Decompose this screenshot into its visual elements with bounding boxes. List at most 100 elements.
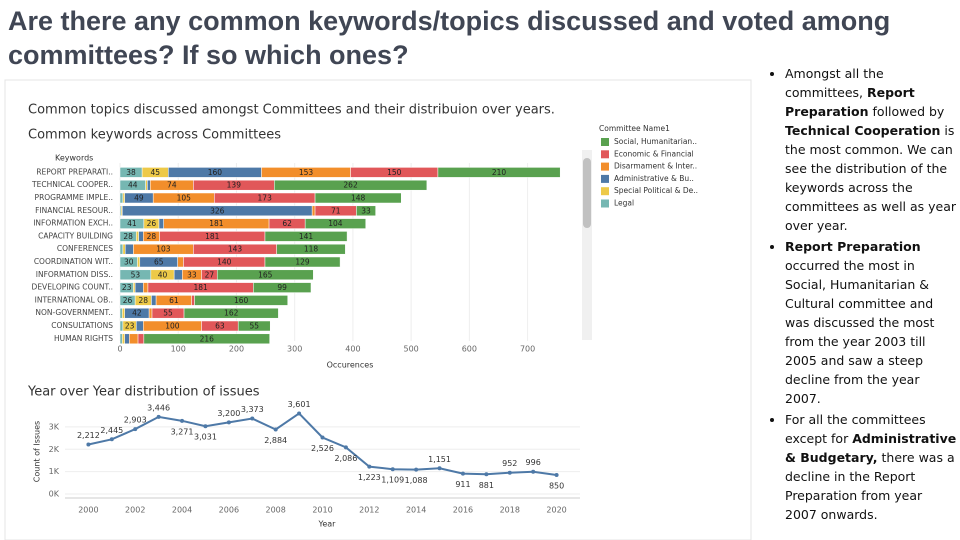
y-tick-label: 1K [49,467,60,476]
x-axis-label: Year [318,520,337,529]
bar-segment [122,307,125,319]
legend-label: Special Political & De.. [614,186,698,195]
notes: Amongst all the committees, Report Prepa… [757,64,957,526]
data-label: 42 [132,309,142,318]
x-axis-label: Occurences [327,361,374,370]
data-label: 28 [147,232,157,241]
bar-segment [145,179,148,191]
data-label: 28 [123,232,133,241]
x-tick-label: 2016 [453,506,473,515]
data-label: 26 [147,219,157,228]
y-tick-label: INFORMATION EXCH.. [33,219,113,228]
bar-segment [124,243,134,255]
point [437,466,442,471]
bar-segment [304,218,366,229]
data-label: 74 [167,181,177,190]
data-label: 65 [154,258,164,267]
bar-segment [137,333,145,345]
data-label: 2,884 [264,436,287,445]
data-label: 100 [165,322,180,331]
note-text: occurred the most in Social, Humanitaria… [785,258,935,406]
data-label: 911 [455,480,470,489]
bar-segment [183,307,279,319]
y-tick-label: 3K [49,422,60,431]
data-label: 181 [193,283,208,292]
y-tick-label: PROGRAMME IMPLE.. [35,193,113,202]
y-tick-label: CONSULTATIONS [51,321,113,330]
x-tick-label: 2000 [78,506,98,515]
bar-segment [134,282,144,293]
data-label: 99 [277,283,287,292]
point [531,469,536,474]
y-tick-label: NON-GOVERNMENT.. [35,308,113,317]
data-label: 41 [127,219,137,228]
note-text: For all the committees except for [785,412,926,446]
legend-swatch [601,162,609,171]
data-label: 61 [169,296,179,305]
bar-segment [314,192,402,204]
chart-title: Common keywords across Committees [28,128,281,143]
bar-segment [122,333,125,345]
data-label: 143 [228,245,243,254]
bar-segment [143,282,149,293]
scrollbar-thumb[interactable] [583,158,591,228]
legend-swatch [601,150,609,159]
data-label: 105 [177,194,192,203]
legend-swatch [601,187,609,196]
data-label: 28 [139,296,149,305]
bar-segment [122,243,126,255]
note: Amongst all the committees, Report Prepa… [785,64,957,235]
bar-segment [119,320,124,332]
point [390,467,395,472]
x-tick-label: 0 [117,345,122,354]
legend-label: Social, Humanitarian.. [614,137,697,146]
bar-segment [138,231,144,242]
bar-segment [119,333,123,345]
point [320,435,325,440]
y-tick-label: REPORT PREPARATI.. [36,167,113,176]
data-label: 53 [131,270,141,279]
data-label: 262 [343,181,358,190]
data-label: 1,088 [405,476,428,485]
point [297,411,302,416]
data-label: 1,109 [381,476,404,485]
point [507,470,512,475]
note-text: Technical Cooperation [785,123,941,138]
bar-segment [136,320,144,332]
data-label: 165 [258,270,273,279]
point [133,427,138,432]
legend-swatch [601,199,609,208]
slide-title: Are there any common keywords/topics dis… [8,6,891,70]
y-tick-label: 2K [49,445,60,454]
y-tick-label: INFORMATION DISS.. [36,270,113,279]
data-label: 160 [234,296,249,305]
data-label: 850 [549,481,564,490]
x-tick-label: 100 [171,345,186,354]
y-tick-label: INTERNATIONAL OB.. [35,295,113,304]
bar-segment [237,320,271,332]
data-label: 2,086 [334,454,357,463]
bar-segment [122,192,125,204]
note-text: Report Preparation [785,239,921,254]
data-label: 118 [304,245,319,254]
bar-segment [173,269,183,281]
y-tick-label: HUMAN RIGHTS [54,334,113,343]
legend-label: Disarmament & Inter.. [614,162,697,171]
x-tick-label: 300 [287,345,302,354]
data-label: 139 [227,181,242,190]
point [273,427,278,432]
data-label: 3,446 [147,403,170,412]
x-tick-label: 2014 [406,506,426,515]
x-tick-label: 2006 [219,506,239,515]
data-label: 38 [126,168,136,177]
data-label: 181 [209,219,224,228]
data-label: 173 [258,194,273,203]
bar-segment [148,307,153,319]
scrollbar[interactable] [582,150,592,340]
data-label: 326 [210,206,225,215]
x-tick-label: 2018 [500,506,520,515]
bar-segment [147,179,151,191]
data-label: 3,601 [288,400,311,409]
data-label: 33 [187,270,197,279]
